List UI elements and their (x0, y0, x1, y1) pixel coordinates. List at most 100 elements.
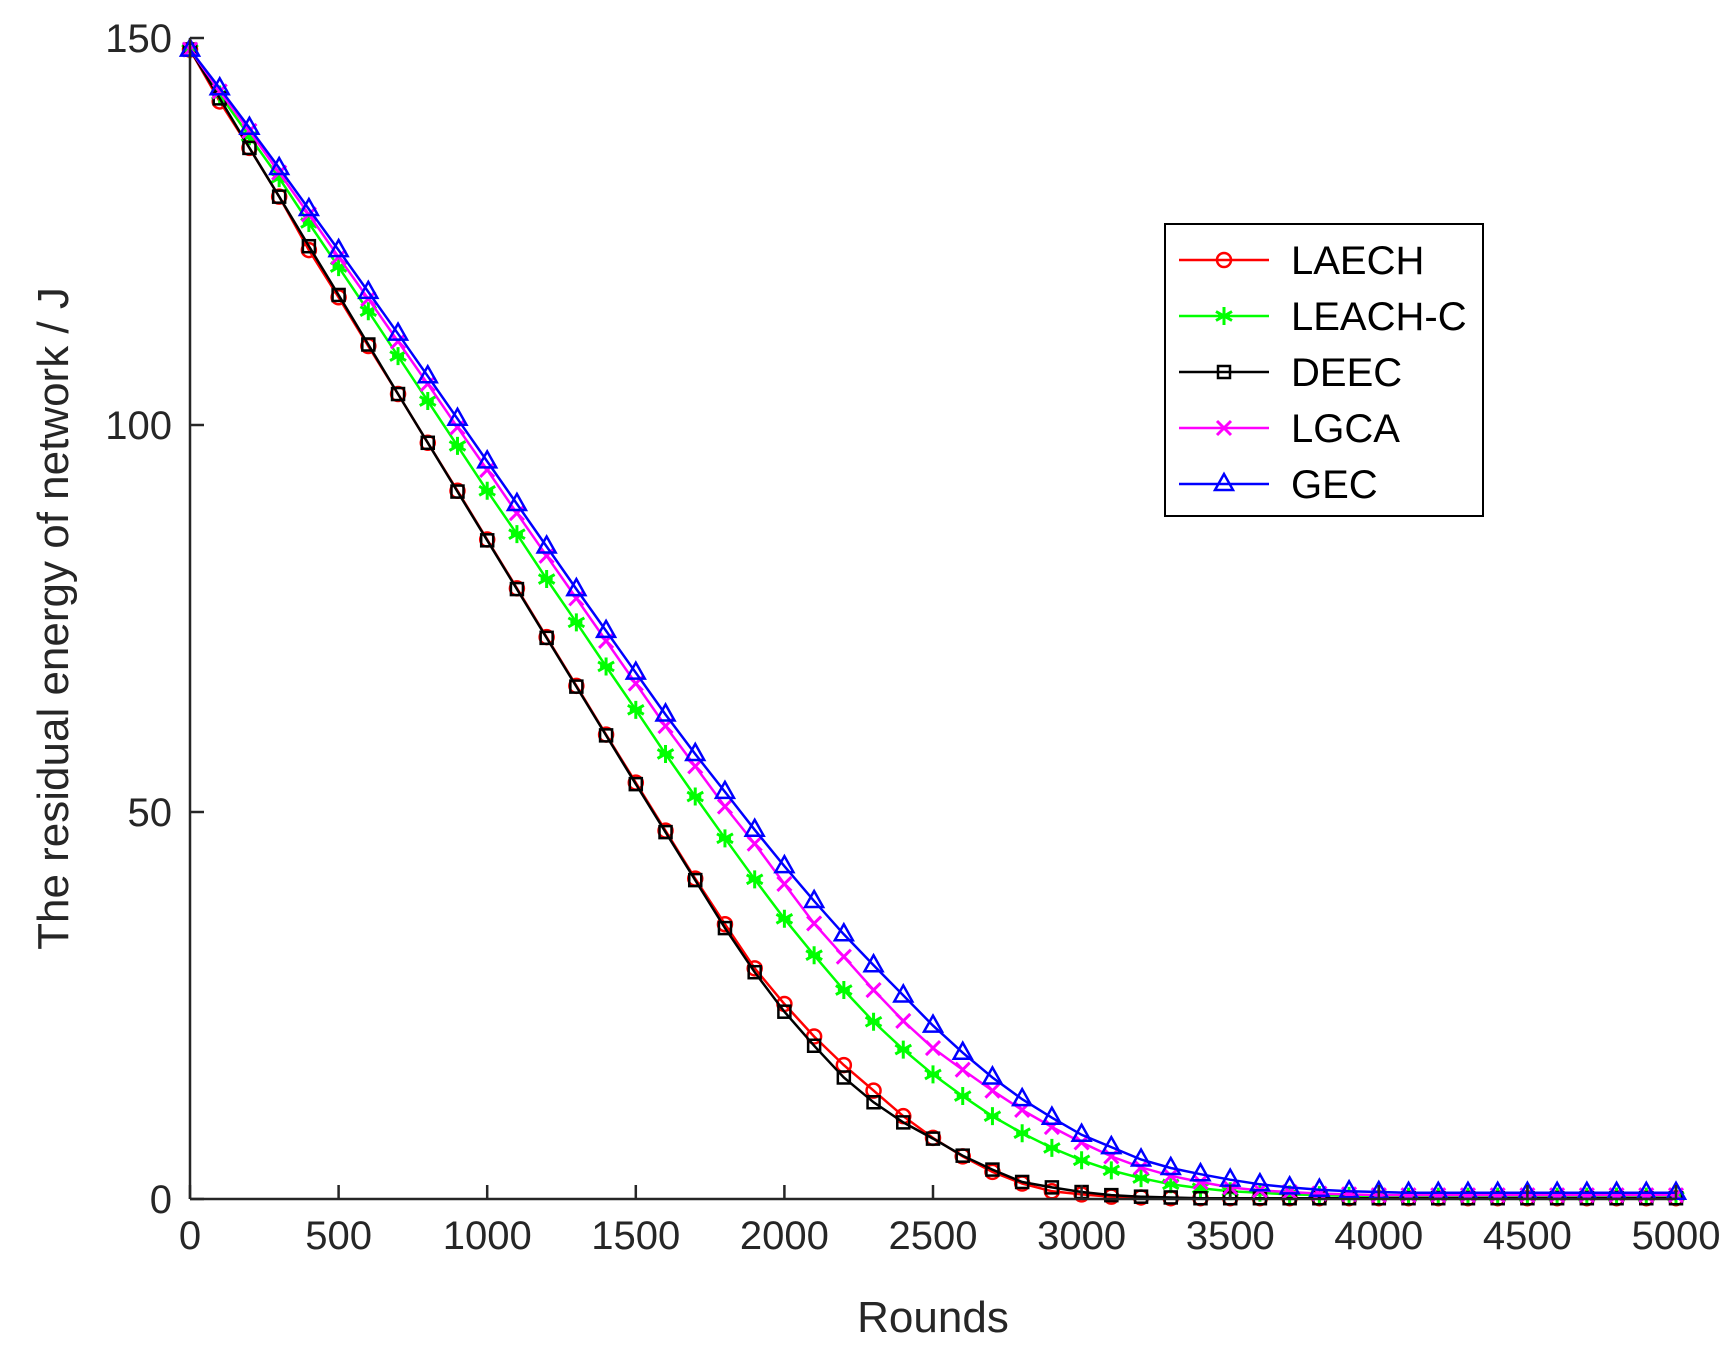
data-point (1013, 1124, 1031, 1143)
legend-item-lgca: LGCA (1179, 407, 1400, 451)
legend-label: DEEC (1291, 351, 1402, 395)
data-point (419, 392, 437, 411)
legend-item-gec: GEC (1179, 463, 1378, 507)
data-point (476, 448, 499, 469)
axes: 0 500 1000 1500 2000 2500 3000 3500 4000 4500 5000… (105, 17, 1720, 1258)
data-point (1103, 1148, 1120, 1165)
data-point (271, 189, 287, 204)
y-tick-label: 0 (150, 1178, 172, 1222)
data-point (446, 406, 469, 427)
data-point (925, 1131, 941, 1146)
data-point (331, 287, 346, 303)
data-point (984, 1082, 1001, 1099)
data-point (301, 238, 317, 254)
data-point (777, 1004, 792, 1019)
data-point (565, 576, 588, 597)
data-point (509, 581, 525, 597)
data-point (569, 679, 584, 694)
data-point (300, 213, 318, 232)
data-point (567, 613, 586, 632)
data-point (773, 853, 796, 874)
data-point (1102, 1161, 1121, 1180)
data-point (1162, 1167, 1179, 1184)
data-point (687, 872, 703, 888)
data-point (716, 829, 734, 848)
legend-marker (1212, 471, 1236, 492)
data-point (1132, 1169, 1150, 1188)
data-point (776, 875, 793, 893)
data-point (658, 824, 673, 840)
data-point (953, 1087, 972, 1106)
data-point (1044, 1180, 1060, 1195)
y-tick-label: 50 (128, 791, 173, 835)
data-point (1337, 1178, 1361, 1199)
data-point (450, 484, 465, 499)
x-tick-label: 2000 (740, 1214, 829, 1258)
legend-item-leach-c: LEACH-C (1179, 295, 1467, 339)
data-point (597, 657, 615, 676)
data-point (389, 333, 407, 350)
data-point (895, 1012, 912, 1030)
legend-marker (1216, 364, 1232, 380)
data-point (1043, 1138, 1061, 1157)
data-point (627, 700, 645, 719)
data-point (1014, 1174, 1030, 1190)
data-point (1100, 1134, 1123, 1155)
data-point (419, 375, 436, 393)
x-tick-label: 0 (179, 1214, 201, 1258)
x-tick-label: 1500 (591, 1214, 680, 1258)
data-point (1129, 1146, 1153, 1167)
data-point (242, 140, 257, 156)
legend-label: LAECH (1291, 239, 1424, 283)
data-point (1159, 1155, 1182, 1176)
y-tick-label: 150 (105, 17, 172, 61)
data-point (386, 321, 410, 341)
data-point (747, 964, 762, 980)
data-point (508, 525, 526, 544)
data-point (1308, 1177, 1331, 1197)
data-point (208, 75, 231, 96)
data-point (654, 701, 677, 722)
data-point (775, 909, 794, 928)
x-tick-label: 2500 (889, 1214, 978, 1258)
data-point (1163, 1190, 1179, 1205)
data-point (624, 660, 647, 680)
data-point (1248, 1171, 1272, 1192)
data-point (359, 302, 378, 321)
data-point (865, 1082, 882, 1099)
data-point (713, 779, 737, 800)
data-point (892, 982, 915, 1003)
data-point (505, 491, 529, 512)
data-point (357, 279, 380, 300)
data-point (479, 533, 495, 548)
data-point (537, 570, 556, 589)
data-point (1132, 1159, 1150, 1176)
data-point (1162, 1175, 1180, 1194)
data-point (1189, 1161, 1212, 1182)
data-point (327, 237, 350, 258)
data-point (806, 915, 823, 932)
data-point (1133, 1189, 1149, 1204)
x-tick-label: 3000 (1037, 1214, 1126, 1258)
data-point (865, 981, 882, 999)
data-point (955, 1148, 970, 1163)
data-point (896, 1115, 911, 1130)
data-point (1011, 1086, 1034, 1107)
data-point (951, 1040, 974, 1060)
legend-label: LGCA (1291, 407, 1400, 451)
data-point (924, 1065, 942, 1084)
legend-item-laech: LAECH (1179, 239, 1424, 283)
data-point (862, 952, 885, 973)
data-point (1043, 1118, 1060, 1136)
data-point (866, 1095, 881, 1110)
x-tick-label: 3500 (1186, 1214, 1275, 1258)
data-point (1040, 1105, 1064, 1125)
x-axis-title: Rounds (857, 1293, 1009, 1342)
data-point (240, 127, 259, 146)
data-point (479, 461, 496, 478)
data-point (832, 921, 855, 942)
legend: LAECH LEACH-C DEEC LGCA GEC (1164, 223, 1484, 517)
legend-item-deec: DEEC (1179, 351, 1402, 395)
data-point (297, 196, 321, 217)
